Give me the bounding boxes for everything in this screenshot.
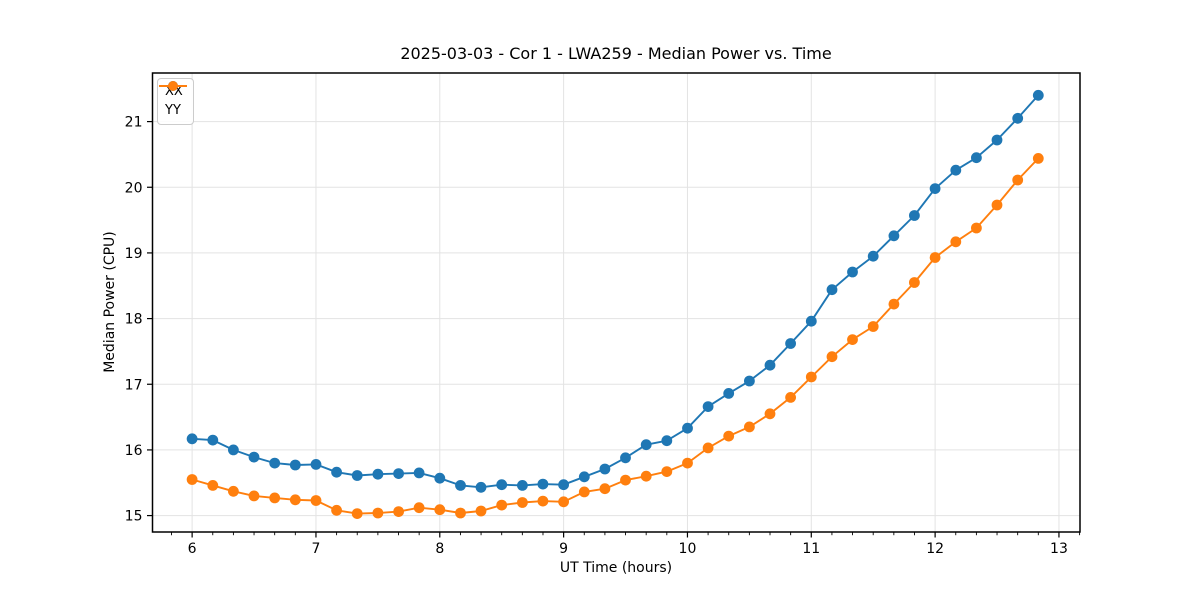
legend: XX YY <box>157 78 194 125</box>
y-axis-label: Median Power (CPU) <box>102 231 118 373</box>
x-tick-label: 6 <box>188 541 197 557</box>
legend-item-yy: YY <box>159 81 187 120</box>
x-tick-label: 12 <box>926 541 944 557</box>
y-tick-label: 16 <box>125 443 143 459</box>
y-tick-label: 18 <box>125 312 143 328</box>
x-tick-label: 9 <box>559 541 568 557</box>
x-tick-label: 8 <box>435 541 444 557</box>
x-axis-label: UT Time (hours) <box>559 560 673 576</box>
x-tick-label: 11 <box>802 541 820 557</box>
legend-line-marker-yy-icon <box>159 81 187 91</box>
chart-title: 2025-03-03 - Cor 1 - LWA259 - Median Pow… <box>400 44 832 63</box>
x-tick-label: 7 <box>311 541 320 557</box>
y-tick-label: 19 <box>125 246 143 262</box>
y-tick-label: 21 <box>125 115 143 131</box>
y-tick-label: 15 <box>125 509 143 525</box>
legend-label-yy: YY <box>165 103 181 118</box>
x-tick-label: 13 <box>1050 541 1068 557</box>
y-tick-label: 20 <box>125 180 143 196</box>
x-tick-label: 10 <box>679 541 697 557</box>
y-tick-label: 17 <box>125 377 143 393</box>
